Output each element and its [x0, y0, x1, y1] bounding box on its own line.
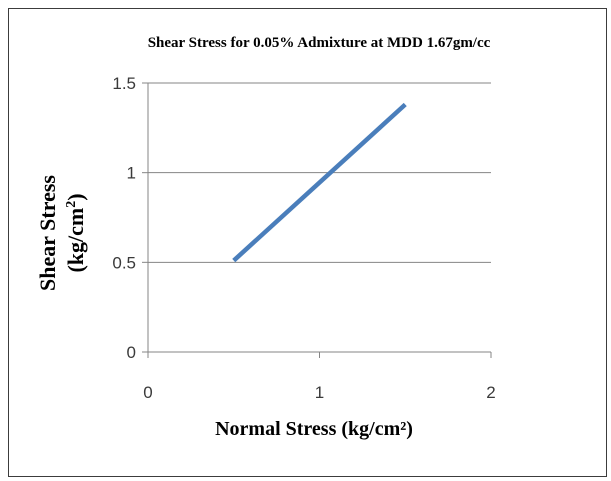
y-axis-title-line1: Shear Stress — [35, 175, 60, 291]
y-tick-label: 0.5 — [112, 253, 136, 272]
x-tick-label: 1 — [315, 383, 324, 402]
y-axis-unit-prefix: (kg/cm — [63, 208, 88, 273]
y-axis-unit-suffix: ) — [63, 193, 88, 200]
y-axis-unit-sup: 2 — [64, 201, 79, 208]
y-tick-label: 0 — [127, 343, 136, 362]
series-line — [232, 102, 407, 263]
chart: 0 0.5 1 1.5 0 1 2 Shear Stress for 0.05% Admi… — [35, 35, 496, 440]
x-tick-label: 0 — [143, 383, 152, 402]
y-tick-labels: 0 0.5 1 1.5 — [112, 74, 136, 362]
series-layer — [232, 102, 407, 263]
x-tick-labels: 0 1 2 — [143, 383, 495, 402]
y-axis-title-group: Shear Stress (kg/cm2) — [35, 175, 88, 291]
chart-frame: 0 0.5 1 1.5 0 1 2 Shear Stress for 0.05% Admi… — [8, 8, 607, 477]
y-tick-label: 1.5 — [112, 74, 136, 93]
x-tick-label: 2 — [486, 383, 495, 402]
chart-title: Shear Stress for 0.05% Admixture at MDD … — [148, 35, 491, 51]
gridlines — [148, 82, 491, 263]
y-axis-title-line2: (kg/cm2) — [63, 193, 88, 272]
axes — [142, 82, 492, 358]
y-tick-label: 1 — [127, 164, 136, 183]
x-axis-title: Normal Stress (kg/cm²) — [215, 418, 413, 440]
